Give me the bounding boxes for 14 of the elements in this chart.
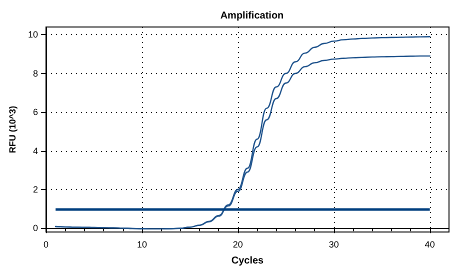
y-tick-label: 4: [32, 146, 38, 156]
y-tick-label: 10: [28, 30, 38, 40]
chart-title: Amplification: [220, 10, 284, 22]
x-tick-label: 30: [328, 240, 339, 250]
x-tick-label: 40: [424, 240, 435, 250]
y-tick-label: 6: [32, 107, 38, 118]
y-tick-label: 0: [32, 223, 38, 234]
y-tick-label: 8: [32, 68, 38, 78]
x-axis-title: Cycles: [231, 256, 264, 266]
x-tick-label: 10: [136, 240, 147, 250]
y-axis-title: RFU (10^3): [8, 106, 18, 154]
y-tick-label: 2: [32, 184, 38, 194]
x-tick-label: 0: [43, 240, 49, 250]
x-tick-label: 20: [232, 240, 243, 250]
